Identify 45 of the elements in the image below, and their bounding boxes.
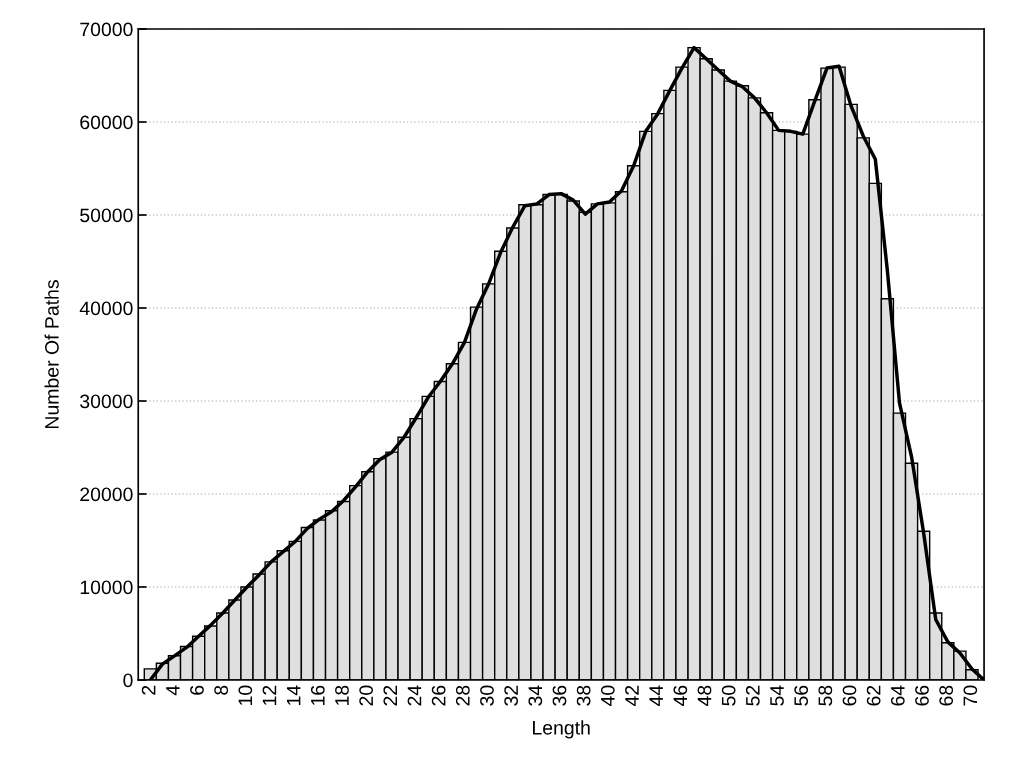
- x-tick-label: 66: [915, 685, 929, 706]
- x-tick-label: 26: [431, 685, 446, 706]
- x-tick-label: 28: [455, 685, 470, 706]
- x-tick-label: 56: [794, 685, 809, 706]
- x-tick-label: 68: [939, 685, 954, 706]
- x-tick-label: 58: [818, 685, 833, 706]
- x-tick-label: 38: [576, 685, 591, 706]
- x-tick-label: 44: [649, 685, 663, 707]
- y-tick-label: 30000: [80, 394, 133, 409]
- x-tick-label: 54: [770, 685, 784, 706]
- x-tick-label: 34: [528, 685, 543, 706]
- x-tick-label: 46: [673, 685, 688, 707]
- y-axis-title: Number Of Paths: [44, 280, 59, 429]
- x-tick-label: 70: [963, 685, 978, 706]
- y-tick-label: 20000: [80, 487, 133, 502]
- x-tick-label: 14: [286, 685, 301, 705]
- x-tick-label: 62: [866, 685, 881, 706]
- x-tick-label: 32: [504, 685, 519, 706]
- y-tick-label: 10000: [80, 580, 133, 595]
- x-tick-label: 22: [383, 685, 398, 706]
- x-tick-label: 2: [141, 685, 156, 695]
- x-tick-label: 20: [359, 685, 374, 706]
- x-tick-label: 50: [721, 685, 736, 706]
- y-tick-label: 50000: [80, 208, 133, 223]
- y-tick-label: 0: [123, 673, 133, 688]
- x-tick-label: 6: [190, 685, 204, 695]
- x-tick-label: 4: [166, 685, 180, 696]
- x-tick-label: 16: [310, 685, 325, 705]
- x-tick-label: 42: [625, 685, 639, 707]
- x-tick-label: 8: [214, 685, 229, 695]
- x-tick-label: 18: [335, 685, 349, 705]
- y-tick-label: 70000: [80, 22, 133, 37]
- x-tick-label: 24: [407, 685, 422, 706]
- x-tick-label: 10: [238, 685, 253, 705]
- x-tick-label: 60: [842, 685, 857, 706]
- x-tick-label: 52: [745, 685, 760, 706]
- x-tick-label: 12: [262, 685, 277, 705]
- x-tick-label: 40: [600, 685, 615, 707]
- x-tick-label: 64: [890, 685, 905, 706]
- x-tick-label: 36: [552, 685, 567, 706]
- x-tick-label: 48: [697, 685, 712, 707]
- x-axis-title: Length: [533, 720, 590, 739]
- y-tick-label: 40000: [79, 301, 133, 316]
- x-tick-label: 30: [480, 685, 494, 706]
- y-tick-label: 60000: [80, 115, 133, 130]
